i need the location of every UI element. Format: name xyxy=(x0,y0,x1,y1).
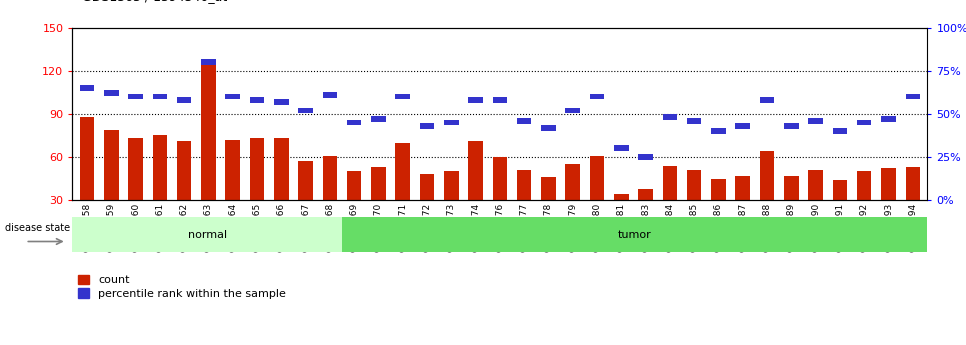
Bar xyxy=(614,146,629,151)
Bar xyxy=(128,138,143,200)
Bar xyxy=(639,189,653,200)
Bar xyxy=(735,176,750,200)
Bar xyxy=(201,59,215,65)
Bar xyxy=(395,94,410,99)
Bar xyxy=(493,97,507,103)
Bar xyxy=(687,170,701,200)
Bar xyxy=(104,130,119,200)
Bar xyxy=(469,97,483,103)
Bar xyxy=(565,164,580,200)
Bar xyxy=(420,123,435,129)
Bar xyxy=(760,97,775,103)
Bar xyxy=(177,97,191,103)
Bar xyxy=(833,128,847,134)
Bar xyxy=(371,167,385,200)
Bar xyxy=(663,166,677,200)
Bar xyxy=(639,154,653,160)
Text: disease state: disease state xyxy=(5,223,70,233)
Bar xyxy=(711,179,725,200)
Bar xyxy=(517,118,531,124)
Bar xyxy=(469,141,483,200)
Bar xyxy=(298,108,313,113)
Bar xyxy=(274,99,289,105)
Bar xyxy=(687,118,701,124)
Bar xyxy=(80,117,95,200)
Bar xyxy=(323,156,337,200)
Bar xyxy=(298,161,313,200)
Bar xyxy=(590,94,605,99)
Bar xyxy=(905,94,920,99)
Bar xyxy=(590,156,605,200)
Bar xyxy=(905,167,920,200)
Bar xyxy=(444,171,459,200)
Bar xyxy=(201,62,215,200)
Bar xyxy=(541,177,555,200)
Bar xyxy=(420,174,435,200)
Bar xyxy=(760,151,775,200)
Bar xyxy=(274,138,289,200)
Bar xyxy=(323,92,337,98)
Bar xyxy=(809,118,823,124)
Text: GDS1363 / 1394340_at: GDS1363 / 1394340_at xyxy=(82,0,227,3)
Text: tumor: tumor xyxy=(618,230,652,239)
Legend: count, percentile rank within the sample: count, percentile rank within the sample xyxy=(73,270,291,303)
Bar xyxy=(444,120,459,125)
Bar xyxy=(395,142,410,200)
Bar xyxy=(225,94,240,99)
Bar xyxy=(250,138,265,200)
Bar xyxy=(371,116,385,122)
Bar xyxy=(541,125,555,130)
Bar xyxy=(833,180,847,200)
Bar xyxy=(153,136,167,200)
Bar xyxy=(347,120,361,125)
Bar xyxy=(80,85,95,91)
Bar xyxy=(517,170,531,200)
Bar xyxy=(857,171,871,200)
Bar xyxy=(177,141,191,200)
Bar xyxy=(72,217,342,252)
Bar xyxy=(347,171,361,200)
Bar xyxy=(784,176,799,200)
Bar xyxy=(881,116,895,122)
Bar xyxy=(809,170,823,200)
Bar xyxy=(250,97,265,103)
Bar xyxy=(663,115,677,120)
Bar xyxy=(128,94,143,99)
Text: normal: normal xyxy=(187,230,227,239)
Bar xyxy=(342,217,927,252)
Bar xyxy=(711,128,725,134)
Bar xyxy=(104,90,119,96)
Bar xyxy=(857,120,871,125)
Bar xyxy=(153,94,167,99)
Bar xyxy=(881,168,895,200)
Bar xyxy=(784,123,799,129)
Bar xyxy=(614,194,629,200)
Bar xyxy=(735,123,750,129)
Bar xyxy=(565,108,580,113)
Bar xyxy=(225,140,240,200)
Bar xyxy=(493,157,507,200)
